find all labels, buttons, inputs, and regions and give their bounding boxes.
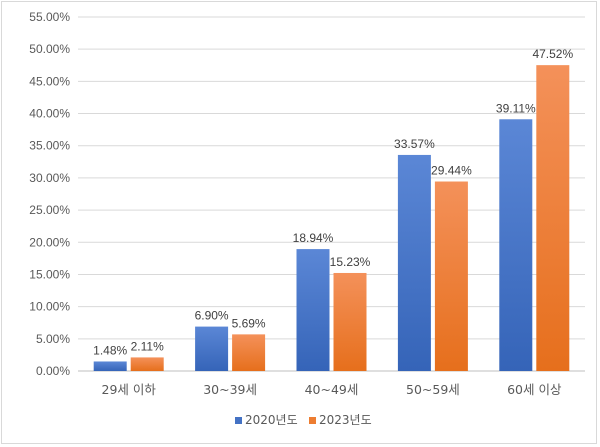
- bar: [93, 361, 127, 371]
- bars: [93, 65, 570, 372]
- x-tick-label: 40~49세: [305, 382, 359, 397]
- data-label: 5.69%: [232, 316, 266, 330]
- data-label: 6.90%: [195, 309, 229, 323]
- bar: [499, 119, 533, 371]
- y-tick-label: 20.00%: [29, 235, 70, 249]
- y-tick-label: 0.00%: [36, 364, 70, 378]
- x-tick-label: 60세 이상: [507, 382, 562, 397]
- y-tick-label: 50.00%: [29, 42, 70, 56]
- data-label: 15.23%: [330, 255, 371, 269]
- data-label: 2.11%: [131, 339, 164, 353]
- y-tick-label: 5.00%: [36, 332, 70, 346]
- legend-label: 2020년도: [245, 413, 298, 427]
- y-tick-label: 35.00%: [29, 139, 70, 153]
- bar: [536, 65, 570, 372]
- y-tick-label: 40.00%: [29, 107, 70, 121]
- bar: [296, 249, 330, 371]
- bar: [130, 357, 164, 371]
- y-tick-label: 45.00%: [29, 74, 70, 88]
- bar: [434, 181, 468, 371]
- data-label: 39.11%: [496, 101, 536, 115]
- y-tick-label: 10.00%: [29, 300, 70, 314]
- data-label: 29.44%: [431, 164, 472, 178]
- x-tick-label: 50~59세: [406, 382, 460, 397]
- bar: [397, 154, 431, 371]
- y-axis: 0.00% 5.00% 10.00% 15.00% 20.00% 25.00% 30.00%…: [29, 10, 70, 378]
- data-label: 1.48%: [93, 343, 127, 357]
- x-tick-label: 29세 이하: [102, 382, 157, 397]
- legend-label: 2023년도: [319, 413, 372, 427]
- y-tick-label: 30.00%: [29, 171, 70, 185]
- y-tick-label: 25.00%: [29, 203, 70, 217]
- y-tick-label: 15.00%: [29, 267, 70, 281]
- x-tick-label: 30~39세: [203, 382, 257, 397]
- data-label: 33.57%: [394, 137, 435, 151]
- data-labels: 1.48% 2.11% 6.90%5.69% 18.94% 15.23% 33.57% 29…: [93, 47, 573, 357]
- bar: [195, 326, 229, 371]
- bar: [333, 272, 367, 371]
- y-tick-label: 55.00%: [29, 10, 70, 24]
- x-axis: 29세 이하 30~39세 40~49세 50~59세 60세 이상: [102, 382, 562, 397]
- data-label: 47.52%: [532, 47, 573, 61]
- legend-swatch: [309, 417, 316, 424]
- legend-swatch: [235, 417, 242, 424]
- legend: 2020년도 2023년도: [235, 413, 372, 427]
- bar: [232, 334, 266, 371]
- data-label: 18.94%: [293, 231, 334, 245]
